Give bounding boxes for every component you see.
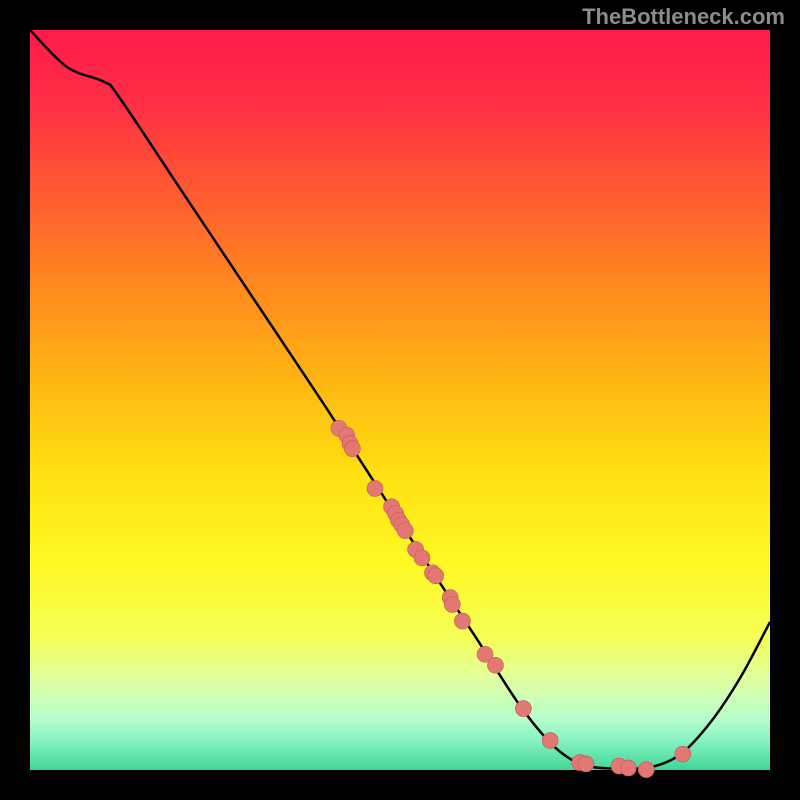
data-marker (675, 746, 691, 762)
data-marker (367, 480, 383, 496)
data-marker (620, 760, 636, 776)
data-marker (414, 550, 430, 566)
bottleneck-chart (0, 0, 800, 800)
figure-container: TheBottleneck.com (0, 0, 800, 800)
data-marker (578, 756, 594, 772)
data-marker (344, 441, 360, 457)
data-marker (638, 762, 654, 778)
data-marker (542, 733, 558, 749)
data-marker (397, 523, 413, 539)
data-marker (454, 613, 470, 629)
data-marker (428, 568, 444, 584)
plot-background (30, 30, 770, 770)
data-marker (444, 596, 460, 612)
data-marker (487, 657, 503, 673)
data-marker (515, 701, 531, 717)
attribution-text: TheBottleneck.com (582, 4, 785, 30)
